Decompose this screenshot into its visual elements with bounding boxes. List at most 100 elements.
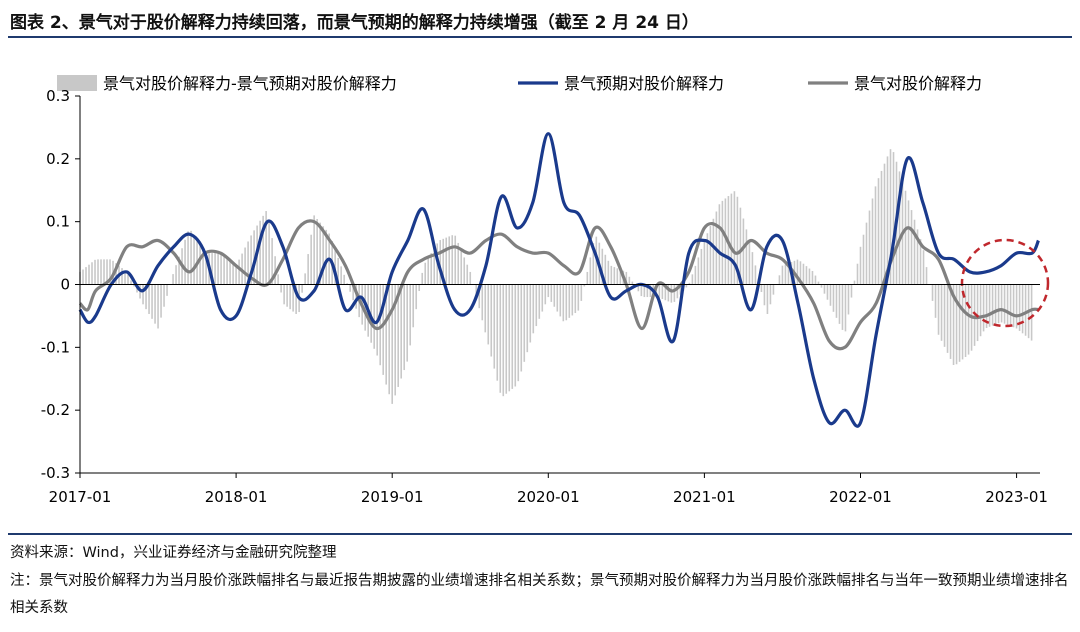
diff-bar — [619, 269, 622, 285]
diff-bar — [919, 239, 922, 285]
diff-bar — [439, 240, 442, 285]
diff-bar — [568, 284, 571, 318]
diff-bar — [145, 284, 147, 310]
diff-bar — [868, 210, 871, 285]
diff-bar — [355, 284, 357, 309]
diff-bar — [805, 266, 808, 285]
chart-area: 景气对股价解释力-景气预期对股价解释力 景气预期对股价解释力 景气对股价解释力 0.… — [41, 74, 1050, 506]
diff-bar — [286, 284, 288, 307]
x-tick-label: 2023-01 — [985, 488, 1048, 506]
diff-bar — [547, 284, 550, 298]
diff-bar — [421, 272, 424, 285]
diff-bar — [1006, 284, 1009, 325]
diff-bar — [373, 284, 375, 349]
diff-bar — [877, 178, 880, 285]
diff-bar — [808, 268, 811, 285]
diff-bar — [160, 284, 162, 318]
diff-bar — [178, 256, 180, 285]
diff-bar — [262, 215, 264, 285]
diff-bar — [943, 284, 946, 347]
diff-bar — [499, 284, 502, 393]
diff-bar — [754, 265, 757, 285]
diff-bar — [538, 284, 541, 319]
diff-bar — [346, 283, 348, 285]
diff-bar — [697, 257, 700, 285]
diff-bar — [1018, 284, 1021, 331]
x-tick-label: 2020-01 — [517, 488, 580, 506]
diff-bar — [979, 284, 982, 337]
diff-bar — [307, 254, 309, 285]
diff-bar — [736, 196, 739, 285]
diff-bar — [433, 248, 436, 285]
diff-bar — [391, 284, 393, 404]
diff-bar — [784, 264, 787, 285]
diff-bar — [199, 245, 201, 285]
diff-bar — [874, 186, 877, 285]
diff-bar — [478, 284, 481, 309]
diff-bar — [505, 284, 508, 394]
diff-bar — [898, 171, 901, 285]
diff-bar — [121, 268, 123, 285]
diff-bar — [259, 220, 261, 285]
diff-bar — [904, 190, 907, 285]
diff-bar — [133, 284, 135, 287]
diff-bar — [778, 275, 781, 285]
diff-bar — [349, 284, 351, 292]
diff-bar — [469, 271, 472, 285]
diff-bar — [982, 284, 985, 332]
diff-bar — [442, 238, 445, 285]
series-line-actual — [78, 219, 1039, 351]
diff-bar — [580, 284, 583, 301]
diff-bar — [103, 259, 105, 285]
diff-bar — [517, 284, 520, 382]
diff-bar — [214, 253, 216, 285]
diff-bar — [994, 284, 997, 325]
diff-bar — [658, 284, 661, 298]
diff-bar — [292, 284, 294, 312]
diff-bar — [589, 257, 592, 285]
diff-bar — [322, 226, 324, 285]
diff-bar — [811, 270, 814, 285]
diff-bar — [502, 284, 505, 397]
diff-bar — [481, 284, 484, 321]
diff-bar — [739, 207, 742, 285]
diff-bar — [220, 253, 222, 285]
diff-bar — [586, 271, 589, 285]
diff-bar — [247, 241, 249, 285]
axes: 0.3 0.2 0.1 0 -0.1 -0.2 -0.3 2017-01 2018-01 2019… — [41, 87, 1048, 506]
diff-bar — [193, 235, 195, 285]
diff-bar — [853, 280, 856, 285]
legend-swatch-diff — [57, 75, 97, 91]
diff-bar — [922, 250, 925, 285]
diff-bar — [610, 265, 613, 285]
diff-bar — [934, 284, 937, 318]
diff-bar — [115, 263, 117, 285]
diff-bar — [883, 163, 886, 285]
diff-bar — [592, 242, 595, 285]
diff-bar — [337, 257, 339, 285]
x-tick-label: 2019-01 — [361, 488, 424, 506]
diff-bar — [187, 231, 189, 285]
diff-bar — [862, 234, 865, 285]
diff-bar — [1000, 284, 1003, 323]
legend: 景气对股价解释力-景气预期对股价解释力 景气预期对股价解释力 景气对股价解释力 — [57, 74, 982, 93]
diff-bar — [925, 267, 928, 285]
diff-bar — [772, 284, 775, 295]
diff-bar — [529, 284, 532, 343]
diff-bar — [553, 284, 556, 307]
diff-bar — [157, 284, 159, 329]
y-tick-label: 0 — [60, 276, 70, 294]
y-tick-label: 0.2 — [46, 150, 70, 168]
diff-bar — [130, 280, 132, 285]
diff-bar — [748, 240, 751, 285]
diff-bar — [91, 262, 93, 285]
diff-bar — [250, 235, 252, 285]
x-tick-label: 2018-01 — [205, 488, 268, 506]
diff-bar — [967, 284, 970, 355]
diff-bar — [916, 229, 919, 285]
diff-bar — [796, 259, 799, 285]
diff-bar — [403, 284, 406, 371]
diff-bar — [166, 284, 168, 296]
diff-bar — [226, 258, 228, 285]
diff-bar — [535, 284, 538, 327]
